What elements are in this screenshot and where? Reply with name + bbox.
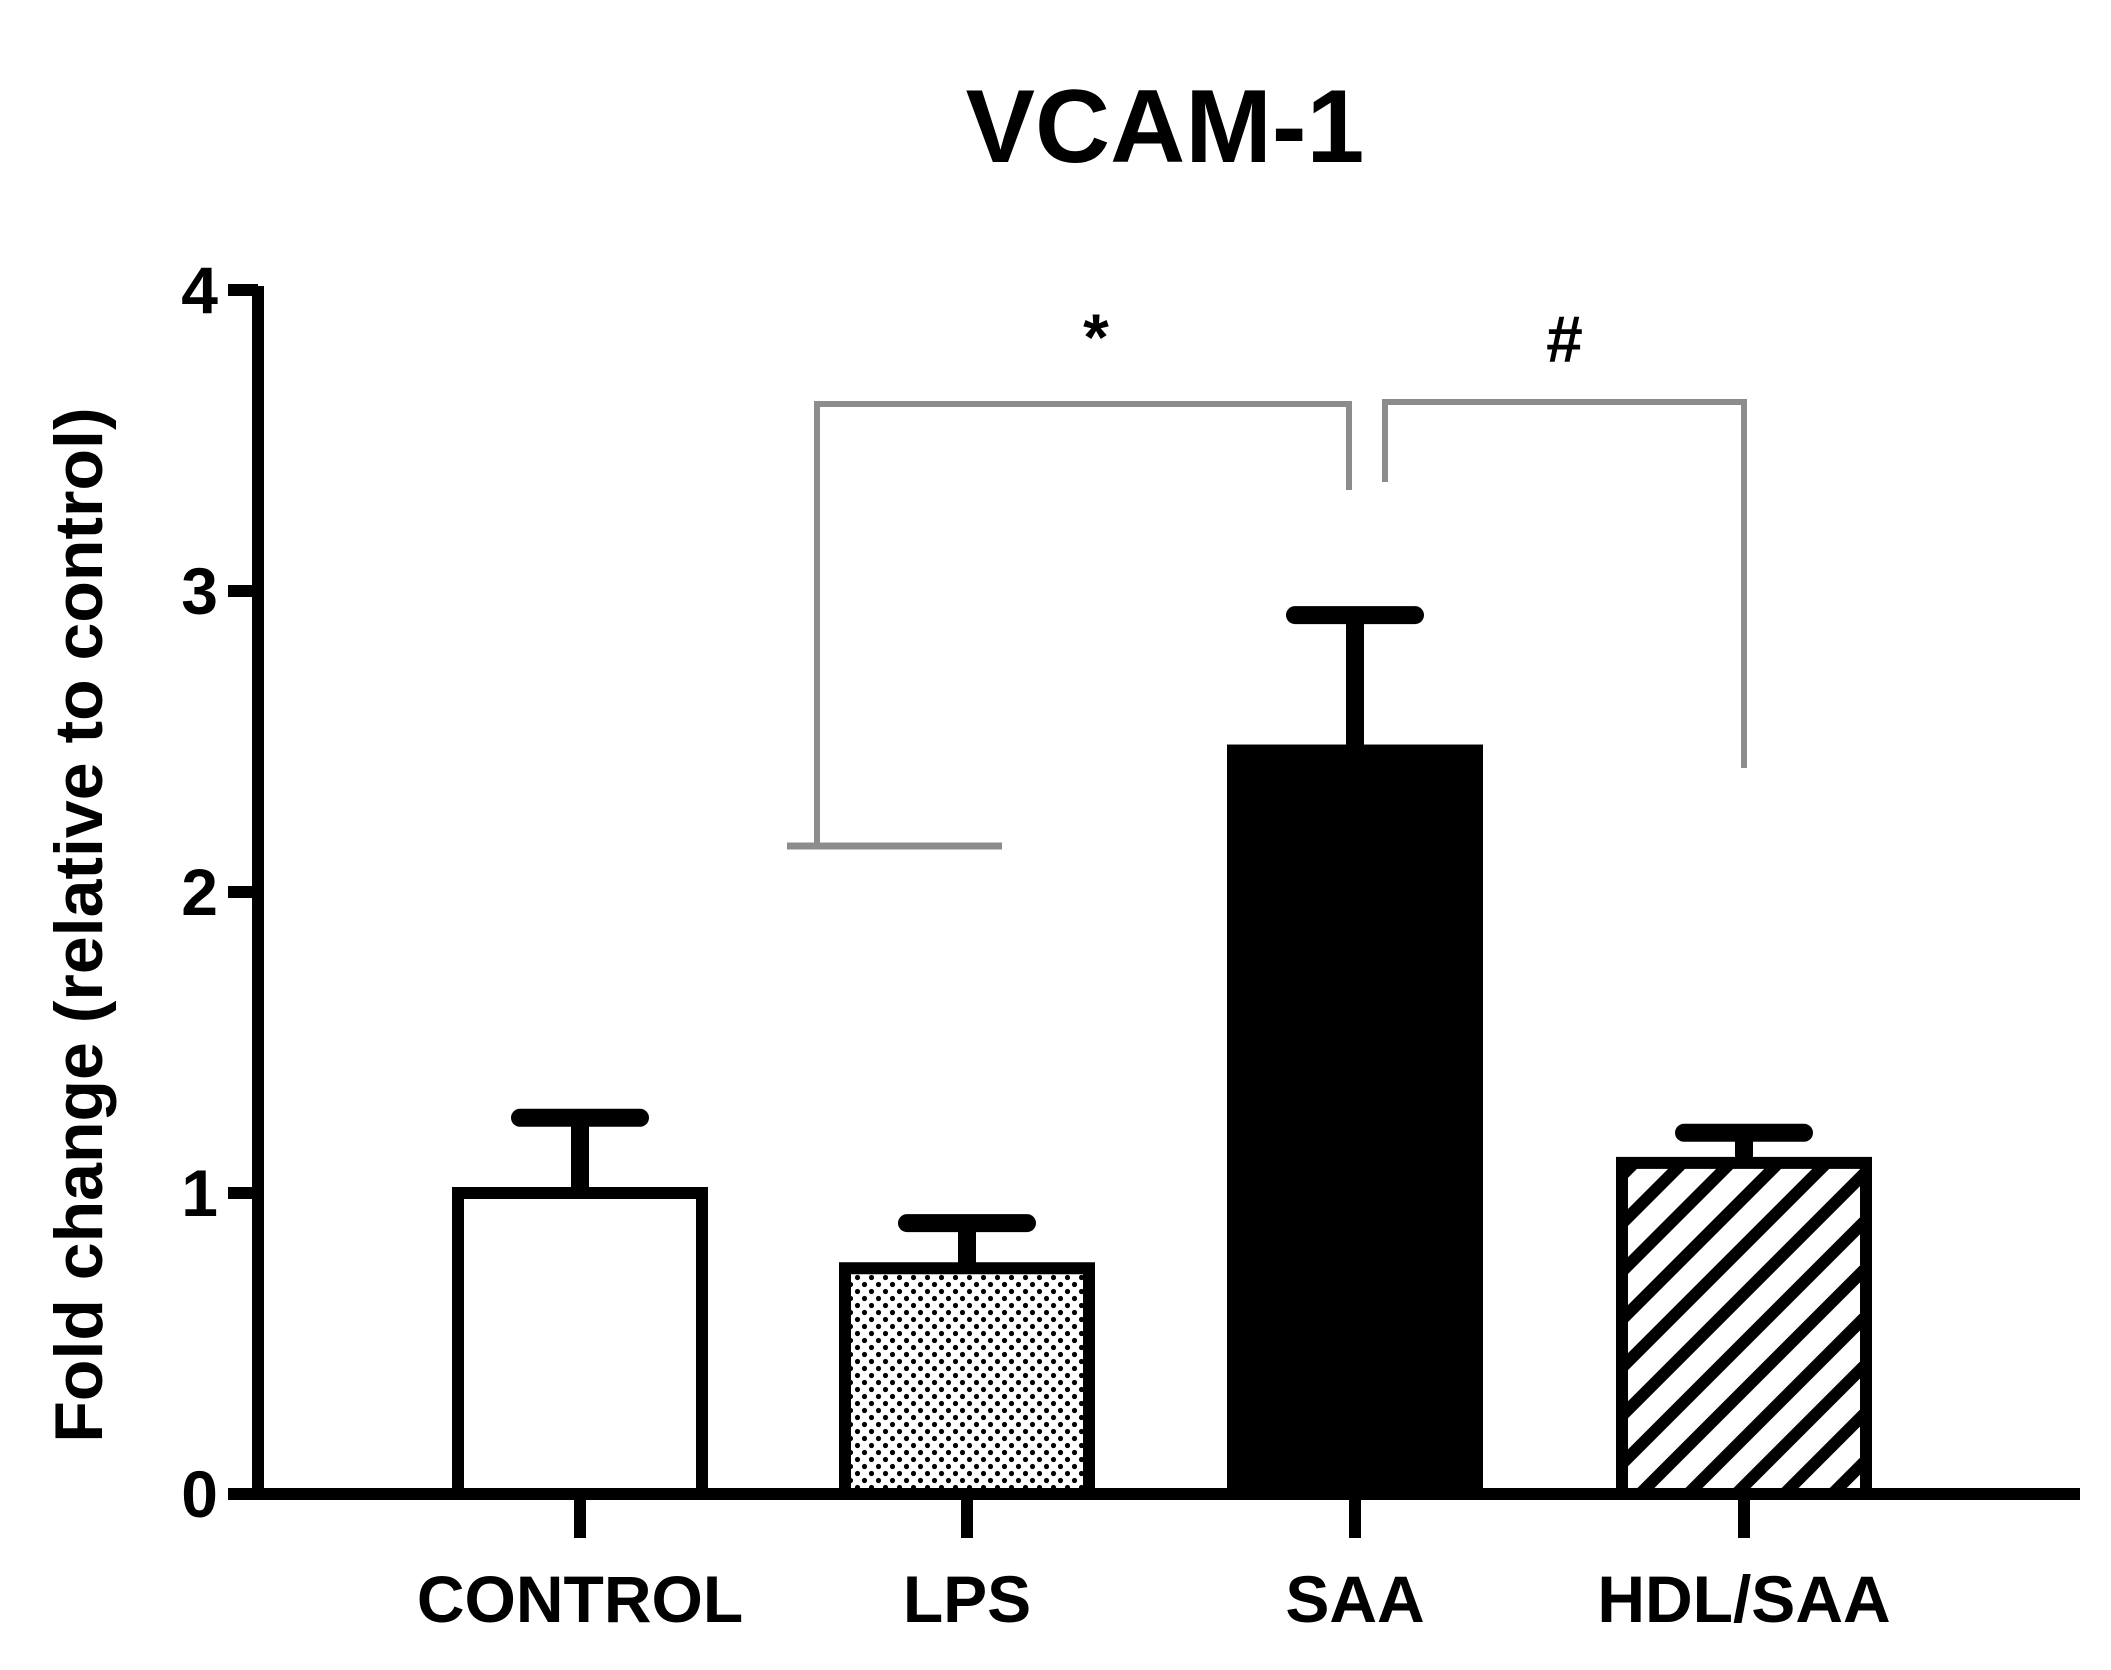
axis-labels: 0 1 2 3 4 CONTROL LPS SAA HDL/SAA (181, 253, 1890, 1636)
significance-label-star: * (1083, 300, 1109, 374)
y-tick-label-1: 1 (181, 1156, 218, 1230)
bars (452, 606, 1872, 1501)
chart-title: VCAM-1 (966, 69, 1365, 185)
y-tick-label-4: 4 (181, 253, 218, 327)
bracket-hash (1382, 399, 1747, 768)
bracket-star (814, 401, 1352, 846)
significance-label-hash: # (1546, 302, 1583, 376)
bar-saa (1227, 744, 1483, 1500)
x-tick-label-saa: SAA (1285, 1562, 1424, 1636)
x-tick-label-control: CONTROL (417, 1562, 743, 1636)
y-tick-label-3: 3 (181, 554, 218, 628)
y-tick-label-2: 2 (181, 855, 218, 929)
bar-control (452, 1187, 708, 1500)
bar-hdl-saa (1616, 1156, 1872, 1501)
y-axis-label: Fold change (relative to control) (41, 407, 117, 1442)
x-tick-label-lps: LPS (903, 1562, 1031, 1636)
x-tick-label-hdl-saa: HDL/SAA (1597, 1562, 1890, 1636)
y-tick-label-0: 0 (181, 1457, 218, 1531)
significance-brackets: * # (787, 300, 1747, 850)
bar-lps (839, 1262, 1095, 1500)
axes (228, 284, 2080, 1538)
